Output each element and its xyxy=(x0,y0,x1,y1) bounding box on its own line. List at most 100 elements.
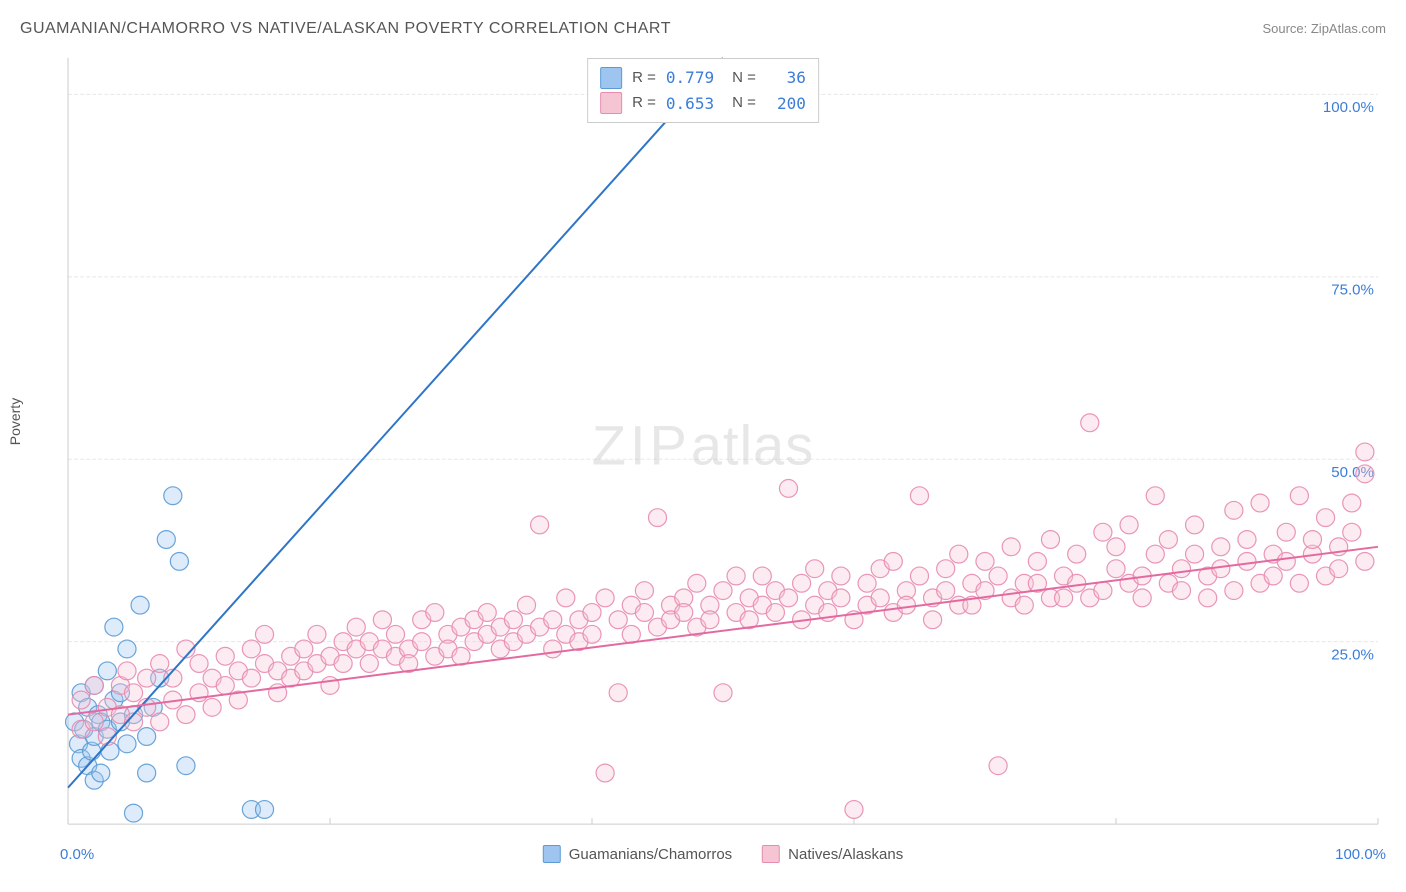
scatter-point xyxy=(779,480,797,498)
scatter-point xyxy=(924,611,942,629)
scatter-point xyxy=(504,611,522,629)
scatter-point xyxy=(1290,487,1308,505)
scatter-point xyxy=(164,487,182,505)
scatter-point xyxy=(203,698,221,716)
scatter-point xyxy=(118,662,136,680)
scatter-point xyxy=(1330,560,1348,578)
x-tick-max: 100.0% xyxy=(1335,846,1386,863)
scatter-point xyxy=(635,604,653,622)
scatter-point xyxy=(871,589,889,607)
scatter-point xyxy=(413,633,431,651)
scatter-point xyxy=(1094,523,1112,541)
source-link[interactable]: ZipAtlas.com xyxy=(1311,21,1386,36)
scatter-point xyxy=(1317,509,1335,527)
scatter-point xyxy=(806,560,824,578)
scatter-point xyxy=(124,804,142,822)
scatter-point xyxy=(138,764,156,782)
scatter-point xyxy=(544,611,562,629)
scatter-point xyxy=(779,589,797,607)
scatter-point xyxy=(531,516,549,534)
scatter-point xyxy=(727,567,745,585)
scatter-point xyxy=(1343,494,1361,512)
scatter-point xyxy=(1238,552,1256,570)
scatter-point xyxy=(832,567,850,585)
scatter-point xyxy=(583,625,601,643)
header: GUAMANIAN/CHAMORRO VS NATIVE/ALASKAN POV… xyxy=(20,20,1386,38)
scatter-point xyxy=(216,647,234,665)
scatter-point xyxy=(216,677,234,695)
scatter-point xyxy=(1199,589,1217,607)
scatter-point xyxy=(1356,465,1374,483)
scatter-point xyxy=(131,596,149,614)
scatter-point xyxy=(242,640,260,658)
scatter-point xyxy=(976,552,994,570)
source-attribution: Source: ZipAtlas.com xyxy=(1262,21,1386,36)
scatter-point xyxy=(1055,589,1073,607)
scatter-point xyxy=(832,589,850,607)
scatter-point xyxy=(937,582,955,600)
scatter-point xyxy=(1172,582,1190,600)
scatter-point xyxy=(118,735,136,753)
scatter-point xyxy=(622,625,640,643)
scatter-point xyxy=(1068,545,1086,563)
scatter-point xyxy=(1028,552,1046,570)
x-axis-footer: 0.0% Guamanians/ChamorrosNatives/Alaskan… xyxy=(60,836,1386,872)
scatter-point xyxy=(1120,516,1138,534)
legend-swatch xyxy=(600,67,622,89)
scatter-point xyxy=(334,655,352,673)
legend-swatch xyxy=(543,845,561,863)
scatter-point xyxy=(793,574,811,592)
scatter-point xyxy=(544,640,562,658)
x-tick-min: 0.0% xyxy=(60,846,94,863)
scatter-point xyxy=(1225,582,1243,600)
scatter-point xyxy=(242,669,260,687)
r-value: 0.653 xyxy=(666,91,714,117)
scatter-point xyxy=(85,713,103,731)
scatter-point xyxy=(1343,523,1361,541)
scatter-point xyxy=(118,640,136,658)
y-tick-label: 100.0% xyxy=(1323,99,1374,116)
n-value: 200 xyxy=(766,91,806,117)
n-label: N = xyxy=(732,66,756,90)
scatter-point xyxy=(255,801,273,819)
scatter-point xyxy=(478,604,496,622)
scatter-point xyxy=(1277,523,1295,541)
scatter-point xyxy=(321,677,339,695)
scatter-point xyxy=(151,655,169,673)
scatter-point xyxy=(177,757,195,775)
scatter-chart: 25.0%50.0%75.0%100.0% xyxy=(60,50,1386,832)
scatter-point xyxy=(92,764,110,782)
scatter-point xyxy=(105,618,123,636)
scatter-point xyxy=(255,625,273,643)
stats-legend-row: R =0.653N =200 xyxy=(600,91,806,117)
scatter-point xyxy=(937,560,955,578)
scatter-point xyxy=(1146,487,1164,505)
scatter-point xyxy=(753,567,771,585)
scatter-point xyxy=(884,552,902,570)
scatter-point xyxy=(989,567,1007,585)
source-prefix: Source: xyxy=(1262,21,1310,36)
scatter-point xyxy=(360,655,378,673)
correlation-stats-legend: R =0.779N =36R =0.653N =200 xyxy=(587,58,819,123)
scatter-point xyxy=(157,531,175,549)
scatter-point xyxy=(950,545,968,563)
scatter-point xyxy=(1081,414,1099,432)
scatter-point xyxy=(989,757,1007,775)
series-legend: Guamanians/ChamorrosNatives/Alaskans xyxy=(543,845,903,863)
scatter-point xyxy=(151,713,169,731)
scatter-point xyxy=(766,604,784,622)
scatter-point xyxy=(138,669,156,687)
scatter-point xyxy=(1251,494,1269,512)
scatter-point xyxy=(1094,582,1112,600)
scatter-point xyxy=(910,567,928,585)
r-value: 0.779 xyxy=(666,65,714,91)
scatter-point xyxy=(85,677,103,695)
r-label: R = xyxy=(632,91,656,115)
chart-title: GUAMANIAN/CHAMORRO VS NATIVE/ALASKAN POV… xyxy=(20,20,671,38)
legend-swatch xyxy=(762,845,780,863)
r-label: R = xyxy=(632,66,656,90)
y-tick-label: 25.0% xyxy=(1331,647,1374,664)
scatter-point xyxy=(1186,516,1204,534)
scatter-point xyxy=(1356,443,1374,461)
scatter-point xyxy=(1159,531,1177,549)
